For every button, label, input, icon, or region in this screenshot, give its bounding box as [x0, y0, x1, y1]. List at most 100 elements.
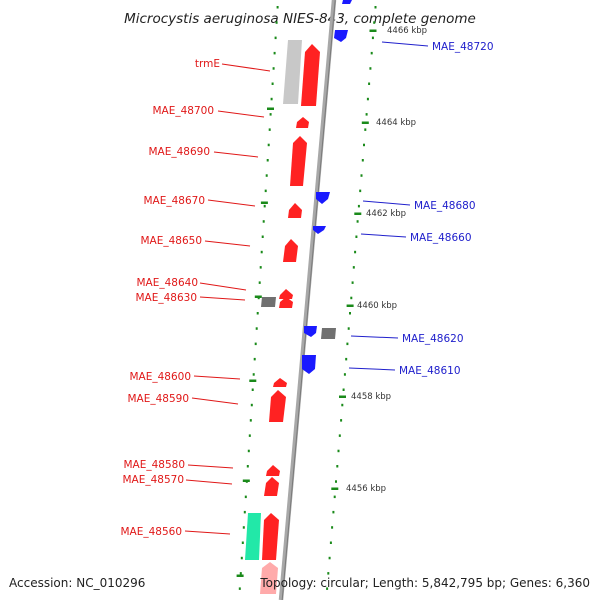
gene-top-partial[interactable]: [342, 0, 352, 4]
gene-MAE_48620[interactable]: [304, 326, 317, 337]
left-ring-major-tick: [242, 479, 250, 482]
left-ring-dot: [255, 327, 258, 330]
label-MAE_48600[interactable]: MAE_48600: [129, 371, 191, 383]
left-ring-dot: [271, 82, 274, 85]
left-ring-dot: [242, 526, 245, 529]
right-ring-dot: [355, 235, 358, 238]
left-ring-dot: [263, 204, 266, 208]
right-ring-major-tick: [369, 29, 377, 32]
tick-label-4462: 4462 kbp: [366, 209, 406, 219]
right-ring-dot: [357, 204, 360, 208]
left-ring-dot: [268, 128, 271, 131]
right-ring-dot: [332, 510, 335, 514]
tick-label-4466: 4466 kbp: [387, 26, 427, 36]
left-ring-dot: [241, 541, 244, 544]
gene-MAE_48680[interactable]: [316, 192, 330, 204]
gene-MAE_48610[interactable]: [302, 355, 316, 374]
right-ring-dot: [369, 67, 372, 70]
gene-MAE_48640[interactable]: [279, 289, 293, 299]
gene-MAE_48700[interactable]: [296, 117, 309, 128]
right-ring-dot: [351, 281, 354, 284]
right-ring-dot: [327, 572, 330, 575]
gene-MAE_48580[interactable]: [266, 465, 280, 476]
left-ring-dot: [274, 36, 277, 40]
label-MAE_48650[interactable]: MAE_48650: [140, 235, 202, 247]
gene-MAE_48650[interactable]: [283, 239, 298, 262]
left-ring-dot: [240, 556, 243, 560]
gene-MAE_48720[interactable]: [334, 30, 348, 42]
tick-label-4460: 4460 kbp: [357, 301, 397, 311]
gene-bottom-partial[interactable]: [260, 562, 278, 594]
left-ring-dot: [239, 572, 242, 575]
label-MAE_48690[interactable]: MAE_48690: [148, 146, 210, 158]
right-ring-dot: [370, 51, 373, 55]
left-ring-dot: [269, 113, 272, 116]
gene-MAE_48570[interactable]: [264, 477, 279, 496]
backbone-shadow: [281, 0, 336, 600]
right-ring-dot: [333, 495, 336, 499]
label-MAE_48580[interactable]: MAE_48580: [123, 459, 185, 471]
right-ring-dot: [366, 97, 369, 101]
kbp-tick-labels: 4466 kbp 4464 kbp 4462 kbp 4460 kbp 4458…: [346, 26, 427, 494]
gene-MAE_48600[interactable]: [273, 378, 287, 387]
gene-MAE_48590[interactable]: [269, 390, 286, 422]
right-ring-dot: [350, 296, 353, 300]
left-ring-dot: [248, 434, 251, 437]
gene-MAE_48660[interactable]: [313, 226, 326, 234]
left-ring-dot: [249, 419, 252, 422]
tick-label-4456: 4456 kbp: [346, 484, 386, 494]
right-ring-dot: [374, 6, 377, 9]
tick-label-4464: 4464 kbp: [376, 118, 416, 128]
label-MAE_48660[interactable]: MAE_48660: [410, 232, 472, 244]
left-ring-dot: [238, 587, 241, 590]
label-MAE_48610[interactable]: MAE_48610: [399, 365, 461, 377]
gene-MAE_48560-trna[interactable]: [245, 513, 261, 560]
label-MAE_48560[interactable]: MAE_48560: [120, 526, 182, 538]
right-tick-ring: [326, 6, 377, 590]
right-ring-dot: [345, 357, 348, 361]
label-MAE_48700[interactable]: MAE_48700: [152, 105, 214, 117]
label-MAE_48680[interactable]: MAE_48680: [414, 200, 476, 212]
right-ring-dot: [346, 342, 349, 346]
right-ring-major-tick: [354, 212, 362, 215]
left-ring-dot: [244, 495, 247, 499]
left-ring-dot: [253, 357, 256, 361]
gene-MAE_48620-hypothetical[interactable]: [321, 328, 336, 339]
label-MAE_48630[interactable]: MAE_48630: [135, 292, 197, 304]
right-ring-dot: [354, 250, 357, 254]
left-ring-dot: [243, 510, 246, 514]
left-ring-major-tick: [254, 295, 262, 298]
right-ring-major-tick: [361, 121, 369, 124]
label-trmE[interactable]: trmE: [195, 58, 220, 70]
label-MAE_48570[interactable]: MAE_48570: [122, 474, 184, 486]
left-ring-dot: [262, 220, 265, 223]
map-title: Microcystis aeruginosa NIES-843, complet…: [124, 11, 476, 27]
gene-trmE-pseudo[interactable]: [283, 40, 302, 104]
label-leader-lines: [184, 41, 429, 535]
gene-MAE_48630[interactable]: [279, 297, 293, 308]
gene-MAE_48630-hypothetical[interactable]: [261, 297, 276, 307]
label-MAE_48670[interactable]: MAE_48670: [143, 195, 205, 207]
right-ring-dot: [359, 189, 362, 193]
right-ring-dot: [349, 312, 351, 315]
left-ring-dot: [266, 159, 269, 162]
gene-trmE[interactable]: [301, 44, 320, 106]
right-ring-dot: [328, 556, 331, 560]
right-ring-dot: [360, 174, 363, 177]
label-MAE_48590[interactable]: MAE_48590: [127, 393, 189, 405]
label-MAE_48640[interactable]: MAE_48640: [136, 277, 198, 289]
label-MAE_48720[interactable]: MAE_48720: [432, 41, 494, 53]
left-ring-dot: [246, 465, 249, 468]
left-ring-dot: [270, 97, 273, 101]
left-ring-major-tick: [236, 574, 244, 577]
left-ring-dot: [265, 174, 268, 177]
right-ring-dot: [329, 541, 332, 544]
gene-MAE_48670[interactable]: [288, 203, 302, 218]
label-MAE_48620[interactable]: MAE_48620: [402, 333, 464, 345]
left-ring-dot: [261, 235, 264, 238]
gene-MAE_48560[interactable]: [262, 513, 279, 560]
gene-MAE_48690[interactable]: [290, 136, 307, 186]
left-ring-dot: [264, 189, 267, 193]
